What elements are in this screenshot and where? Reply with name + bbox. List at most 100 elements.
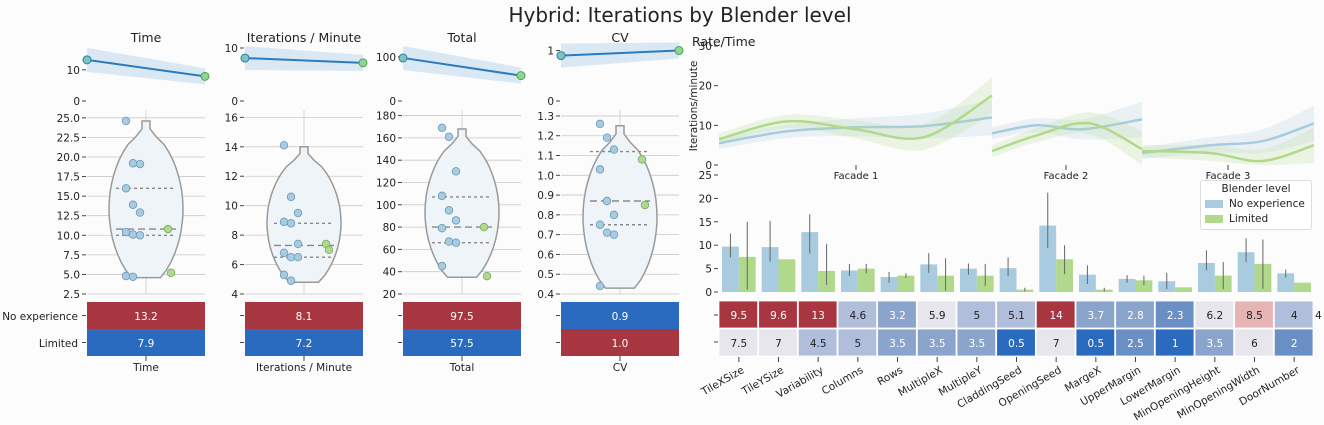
legend: Blender level No experience Limited: [1200, 180, 1312, 230]
panel-1-xlabel: Time: [132, 362, 159, 374]
bar-category-label: Columns: [820, 364, 866, 397]
panel-2-violin-tick-label: 16: [225, 112, 239, 124]
bar-no-experience: [1118, 278, 1136, 292]
panel-4-xlabel: CV: [613, 362, 628, 374]
panel-2-point-no-experience: [293, 239, 303, 249]
panel-1-violin-tick-label: 17.5: [57, 172, 80, 184]
bar-heat-value: 7: [775, 338, 782, 350]
bar-heat-value: 14: [1049, 310, 1063, 322]
bar-heat-value: 9.6: [770, 310, 787, 322]
bar-no-experience: [1277, 273, 1295, 292]
panel-1-violin-tick-label: 20.0: [57, 152, 80, 164]
panel-1-violin-tick-label: 25.0: [57, 113, 80, 125]
heat-row-label-no-experience: No experience: [2, 311, 78, 323]
panel-3-violin-tick-label: 40: [383, 267, 396, 279]
panel-2-trend-band: [245, 46, 363, 71]
panel-1-point-no-experience: [135, 231, 145, 240]
bar-tick-label: 10: [699, 240, 712, 252]
panel-1-trend-band: [87, 47, 205, 85]
bar-heat-value: 2.5: [1127, 338, 1144, 350]
bar-heat-value: 3.5: [968, 338, 985, 350]
panel-2-point-no-experience: [279, 217, 289, 227]
panel-4-point-no-experience: [595, 165, 605, 174]
bar-no-experience: [920, 264, 938, 292]
bar-heat-cell: [718, 328, 759, 357]
bar-no-experience: [801, 232, 819, 292]
panel-4-violin-tick-label: 0.4: [537, 289, 554, 301]
bar-no-experience: [761, 247, 779, 292]
panel-4-trend-point-no-experience: [556, 51, 566, 61]
bar-no-experience: [999, 268, 1017, 292]
panel-1-violin-tick-label: 5.0: [63, 269, 80, 281]
panel-3-point-no-experience: [437, 261, 447, 271]
rate-line-limited: [1141, 144, 1315, 163]
bar-heat-value: 13: [811, 310, 824, 322]
bar-limited: [1175, 287, 1192, 292]
bar-limited: [857, 268, 875, 292]
panel-1-heat-cell: [87, 329, 205, 356]
panel-4-point-no-experience: [595, 220, 605, 229]
rate-time-tick-label: 0: [705, 160, 712, 172]
panel-1-trend-point-limited: [200, 71, 210, 81]
panel-3-heat-cell: [403, 329, 521, 356]
panel-4-trend-line: [560, 49, 680, 57]
bar-heat-value: 3.2: [889, 310, 906, 322]
bar-limited: [1294, 282, 1311, 292]
panel-2-title: Iterations / Minute: [247, 30, 362, 45]
rate-band-limited: [1142, 127, 1314, 166]
bar-heat-cell: [797, 300, 838, 329]
panel-3-point-no-experience: [451, 167, 461, 176]
panel-2-xlabel: Iterations / Minute: [256, 362, 352, 374]
panel-4-point-no-experience: [602, 133, 612, 142]
bar-tick-label: 5: [705, 264, 712, 276]
rate-time-ylabel: Iterations/minute: [688, 61, 700, 152]
panel-2-violin-body: [266, 146, 342, 283]
bar-heat-cell: [956, 300, 997, 329]
panel-4-trend-tick-label: 0: [547, 96, 554, 108]
legend-title: Blender level: [1221, 183, 1291, 195]
panel-1-violin-tick-label: 12.5: [57, 211, 80, 223]
panel-3-violin-tick-label: 20: [383, 289, 396, 301]
panel-3-point-no-experience: [437, 224, 447, 233]
panel-3-title: Total: [446, 30, 476, 45]
bar-heat-cell: [877, 300, 917, 329]
bar-heat-cell: [1035, 328, 1076, 357]
panel-1-violin-tick-label: 10.0: [57, 230, 80, 242]
panel-1-heat-value: 7.9: [138, 338, 155, 350]
panel-3-violin-tick-label: 60: [383, 244, 396, 256]
panel-3-trend-point-limited: [516, 71, 526, 81]
bar-heat-cell: [1234, 300, 1274, 329]
panel-4-violin-tick-label: 0.7: [537, 230, 554, 242]
rate-band-no-experience: [1142, 105, 1314, 160]
panel-1-point-no-experience: [135, 159, 145, 169]
panel-2-point-no-experience: [279, 141, 289, 150]
bar-limited: [778, 259, 796, 292]
bar-heat-value: 6.2: [1206, 310, 1223, 322]
panel-1-violin-tick-label: 2.5: [63, 289, 80, 301]
bar-no-experience: [1198, 262, 1215, 292]
panel-4-point-no-experience: [602, 196, 612, 206]
bar-tick-label: 20: [699, 193, 712, 205]
panel-4-violin-tick-label: 0.5: [537, 269, 554, 281]
panel-4-violin-tick-label: 1.1: [537, 151, 554, 163]
panel-4-point-limited: [637, 155, 647, 164]
panel-4-violin-tick-label: 0.8: [537, 210, 554, 222]
panel-1-violin-tick-label: 22.5: [57, 132, 80, 144]
bar-category-label: Rows: [875, 364, 905, 388]
panel-3-heat-value: 57.5: [450, 338, 473, 350]
bar-heat-value: 5.1: [1008, 310, 1025, 322]
panel-4-point-no-experience: [609, 230, 619, 239]
panel-4-point-no-experience: [602, 228, 612, 237]
bar-heat-cell: [996, 300, 1036, 329]
bar-heat-cell: [1194, 328, 1235, 357]
figure-title: Hybrid: Iterations by Blender level: [508, 3, 851, 27]
panel-3-trend-tick-label: 100: [376, 52, 396, 64]
bar-heat-cell: [1194, 300, 1235, 329]
panel-1-violin-tick-label: 15.0: [57, 191, 80, 203]
panel-1-point-no-experience: [121, 116, 131, 126]
bar-heat-value: 0.5: [1087, 338, 1104, 350]
panel-3-point-no-experience: [437, 123, 447, 133]
panel-3-trend-band: [403, 45, 521, 84]
bar-heat-value: 4: [1291, 310, 1298, 322]
